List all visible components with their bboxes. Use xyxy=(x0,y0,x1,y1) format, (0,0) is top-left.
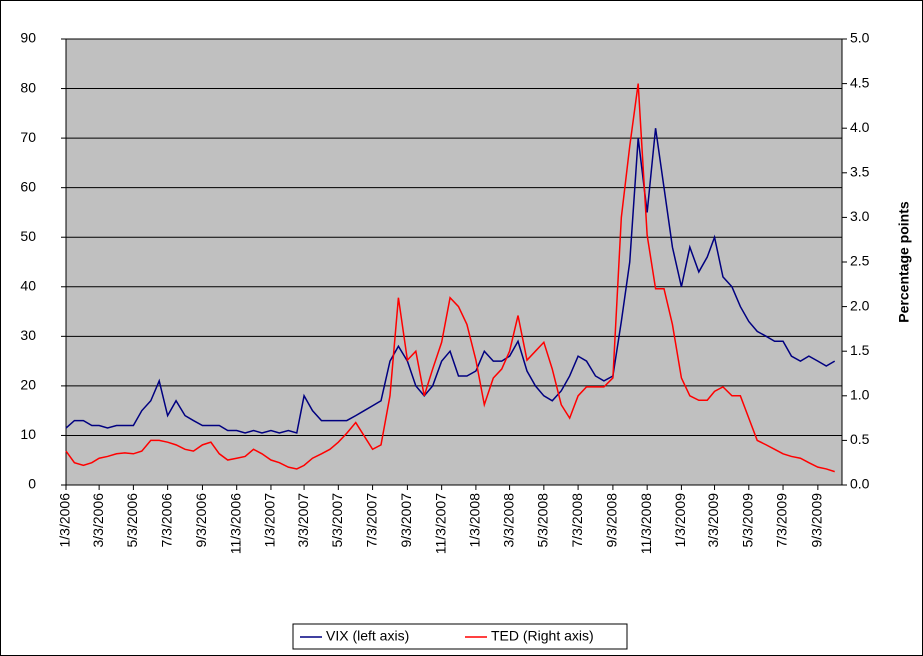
x-tick-label: 3/3/2009 xyxy=(705,493,721,548)
y2-tick-label: 0.5 xyxy=(850,431,870,447)
x-tick-label: 1/3/2006 xyxy=(57,493,73,548)
y2-tick-label: 5.0 xyxy=(850,30,870,46)
x-tick-label: 5/3/2008 xyxy=(535,493,551,548)
x-tick-label: 7/3/2007 xyxy=(363,493,379,548)
y2-tick-label: 4.5 xyxy=(850,74,870,90)
y-tick-label: 10 xyxy=(20,426,36,442)
x-tick-label: 3/3/2006 xyxy=(90,493,106,548)
series-line xyxy=(65,83,835,473)
x-tick-label: 11/3/2008 xyxy=(638,493,654,554)
y2-tick-label: 2.0 xyxy=(850,297,870,313)
y-tick-label: 60 xyxy=(20,178,36,194)
legend-label: VIX (left axis) xyxy=(326,628,409,644)
x-tick-label: 1/3/2009 xyxy=(672,493,688,548)
y-tick-label: 90 xyxy=(20,30,36,46)
legend xyxy=(292,623,628,650)
y2-tick-label: 1.0 xyxy=(850,387,870,403)
y-tick-label: 30 xyxy=(20,327,36,343)
x-tick-label: 3/3/2008 xyxy=(500,493,516,548)
plot-area xyxy=(65,38,843,486)
x-tick-label: 9/3/2006 xyxy=(193,493,209,548)
x-tick-label: 7/3/2009 xyxy=(774,493,790,548)
x-tick-label: 11/3/2007 xyxy=(432,493,448,554)
legend-label: TED (Right axis) xyxy=(491,628,594,644)
x-tick-label: 7/3/2006 xyxy=(158,493,174,548)
y2-tick-label: 1.5 xyxy=(850,342,870,358)
x-tick-label: 9/3/2009 xyxy=(809,493,825,548)
x-tick-label: 1/3/2008 xyxy=(467,493,483,548)
y-tick-label: 80 xyxy=(20,79,36,95)
y2-tick-label: 3.0 xyxy=(850,208,870,224)
x-tick-label: 9/3/2008 xyxy=(604,493,620,548)
y-tick-label: 70 xyxy=(20,129,36,145)
x-tick-label: 3/3/2007 xyxy=(295,493,311,548)
y2-tick-label: 2.5 xyxy=(850,253,870,269)
series-line xyxy=(65,128,836,434)
x-tick-label: 7/3/2008 xyxy=(569,493,585,548)
x-tick-label: 5/3/2007 xyxy=(329,493,345,548)
y-tick-label: 20 xyxy=(20,377,36,393)
y2-axis-label: Percentage points xyxy=(896,201,912,323)
x-tick-label: 9/3/2007 xyxy=(398,493,414,548)
y2-tick-label: 3.5 xyxy=(850,164,870,180)
x-tick-label: 11/3/2006 xyxy=(227,493,243,554)
y-tick-label: 50 xyxy=(20,228,36,244)
y-tick-label: 0 xyxy=(28,476,36,492)
x-tick-label: 5/3/2009 xyxy=(739,493,755,548)
x-tick-label: 5/3/2006 xyxy=(124,493,140,548)
y2-tick-label: 0.0 xyxy=(850,476,870,492)
x-tick-label: 1/3/2007 xyxy=(262,493,278,548)
y-tick-label: 40 xyxy=(20,277,36,293)
y2-tick-label: 4.0 xyxy=(850,119,870,135)
